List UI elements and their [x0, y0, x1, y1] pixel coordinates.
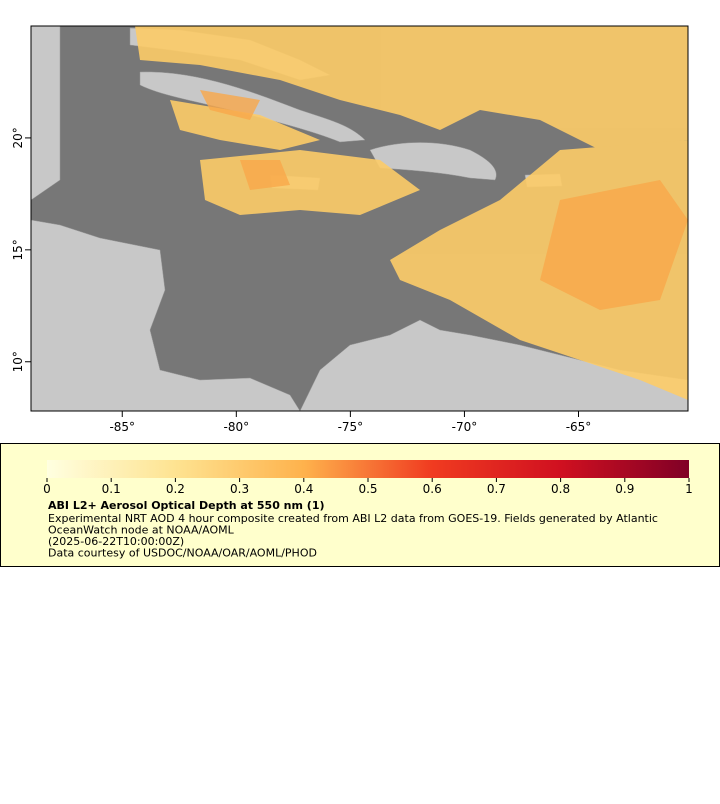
colorbar-tick-label: 1 — [685, 482, 693, 496]
colorbar-tick-label: 0.3 — [230, 482, 249, 496]
colorbar-tick-label: 0.8 — [551, 482, 570, 496]
colorbar — [47, 460, 689, 478]
colorbar-tick-label: 0.2 — [166, 482, 185, 496]
y-tick-label: 10° — [11, 351, 25, 372]
legend-line: Data courtesy of USDOC/NOAA/OAR/AOML/PHO… — [48, 547, 317, 560]
legend-line: Experimental NRT AOD 4 hour composite cr… — [48, 512, 658, 525]
colorbar-tick-label: 0.5 — [358, 482, 377, 496]
x-tick-label: -80° — [224, 420, 250, 434]
colorbar-tick-label: 0.9 — [615, 482, 634, 496]
map-frame — [30, 25, 689, 412]
colorbar-tick-label: 0.6 — [423, 482, 442, 496]
map-area — [31, 26, 688, 411]
x-tick-label: -75° — [338, 420, 364, 434]
aerosol-high — [200, 90, 688, 310]
colorbar-tick-label: 0.1 — [102, 482, 121, 496]
colorbar-tick-label: 0.4 — [294, 482, 313, 496]
legend-title: ABI L2+ Aerosol Optical Depth at 550 nm … — [48, 499, 325, 512]
x-tick-label: -85° — [109, 420, 135, 434]
y-tick-label: 15° — [11, 239, 25, 260]
legend-line: (2025-06-22T10:00:00Z) — [48, 535, 184, 548]
colorbar-tick-label: 0 — [43, 482, 51, 496]
x-tick-label: -65° — [566, 420, 592, 434]
colorbar-tick-label: 0.7 — [487, 482, 506, 496]
x-tick-label: -70° — [452, 420, 478, 434]
y-tick-label: 20° — [11, 127, 25, 148]
legend-line: OceanWatch node at NOAA/AOML — [48, 524, 235, 537]
